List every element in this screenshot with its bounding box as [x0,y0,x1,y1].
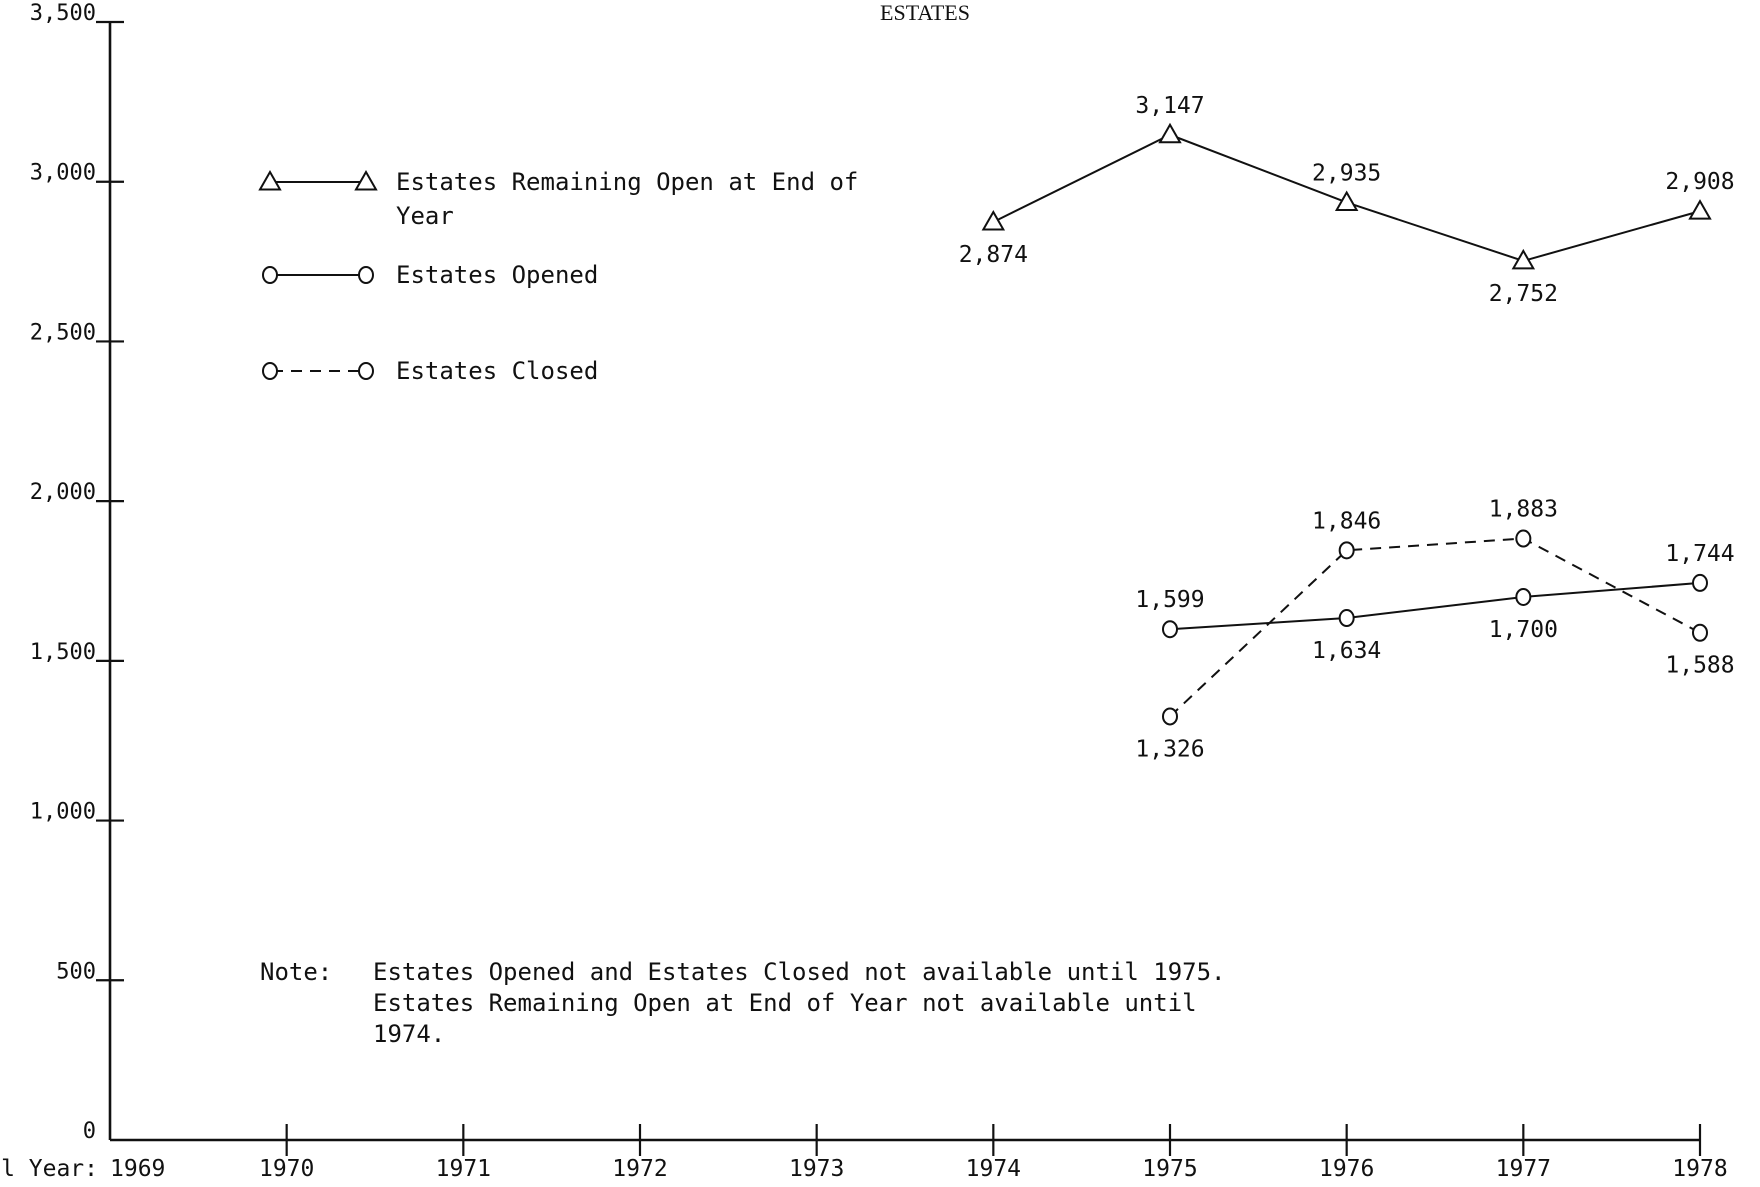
legend-item-0: Estates Remaining Open at End of Year [258,168,858,230]
x-tick-label: 1969 [110,1156,165,1182]
legend-label: Estates Opened [396,261,598,289]
note-line: Estates Opened and Estates Closed not av… [373,958,1226,986]
legend-item-1: Estates Opened [262,261,598,289]
series-group: 2,874 3,147 2,935 2,752 2,908 1,599 1,634 1,700… [959,93,1735,763]
data-label: 2,874 [959,242,1028,268]
note: Note: Estates Opened and Estates Closed … [260,958,1226,1048]
y-tick-label: 500 [56,959,96,984]
data-point [1334,190,1359,211]
y-tick-label: 1,000 [30,800,96,825]
note-line: 1974. [373,1020,445,1048]
series-line [1169,537,1701,718]
y-tick-label: 1,500 [30,640,96,665]
x-tick-label: 1974 [966,1156,1021,1182]
series-0: 2,874 3,147 2,935 2,752 2,908 [959,93,1735,307]
data-label: 1,634 [1312,638,1381,664]
x-tick-label: 1971 [436,1156,491,1182]
legend-item-2: Estates Closed [262,357,598,385]
x-tick-label: 1970 [259,1156,314,1182]
legend-marker-end [354,169,378,191]
legend-marker-end [358,266,374,284]
data-point [1162,707,1178,726]
x-tick-label: 1977 [1496,1156,1551,1182]
x-tick-label: 1976 [1319,1156,1374,1182]
legend-marker-end [358,362,374,380]
series-1: 1,599 1,634 1,700 1,744 [1135,541,1734,664]
data-point [1158,122,1182,144]
note-line: Estates Remaining Open at End of Year no… [373,989,1197,1017]
y-tick-label: 3,500 [30,1,96,26]
data-point [1338,541,1355,560]
data-point [1692,573,1708,592]
x-tick-label: 1973 [789,1156,844,1182]
data-label: 1,599 [1135,587,1204,613]
data-point [1515,587,1532,606]
data-point [981,209,1006,231]
series-line [1169,581,1701,631]
x-tick-label: 1975 [1142,1156,1197,1182]
data-point [1692,623,1708,642]
data-label: 1,588 [1665,653,1734,679]
x-tick-label: 1972 [612,1156,667,1182]
y-tick-label: 3,000 [30,161,96,186]
data-point [1162,620,1178,639]
data-label: 1,846 [1312,508,1381,534]
data-label: 1,744 [1665,541,1734,567]
legend-marker-start [262,362,278,380]
data-label: 3,147 [1135,93,1204,119]
y-tick-label: 0 [83,1119,96,1144]
legend-marker-start [262,266,278,284]
data-label: 1,883 [1489,497,1558,523]
data-point [1515,529,1532,548]
legend: Estates Remaining Open at End ofYearEsta… [258,168,858,385]
axes [108,22,1700,1142]
legend-label: Estates Closed [396,357,598,385]
note-prefix: Note: [260,958,332,986]
data-label: 2,908 [1665,169,1734,195]
data-point [1511,248,1536,270]
chart-title: ESTATES [880,0,970,25]
data-label: 2,935 [1312,160,1381,186]
data-label: 1,700 [1489,617,1558,643]
legend-marker-start [258,169,282,191]
legend-label: Year [396,202,454,230]
x-axis-label: Fiscal Year: [0,1156,98,1182]
data-label: 1,326 [1135,736,1204,762]
ticks: 0 500 1,000 1,500 2,000 2,500 3,000 3,500 1969 19… [0,1,1728,1182]
data-label: 2,752 [1489,281,1558,307]
data-point [1688,199,1712,220]
y-tick-label: 2,500 [30,320,96,345]
y-tick-label: 2,000 [30,480,96,505]
series-2: 1,326 1,846 1,883 1,588 [1135,497,1734,763]
legend-label: Estates Remaining Open at End of [396,168,858,196]
x-tick-label: 1978 [1672,1156,1727,1182]
data-point [1338,609,1355,628]
